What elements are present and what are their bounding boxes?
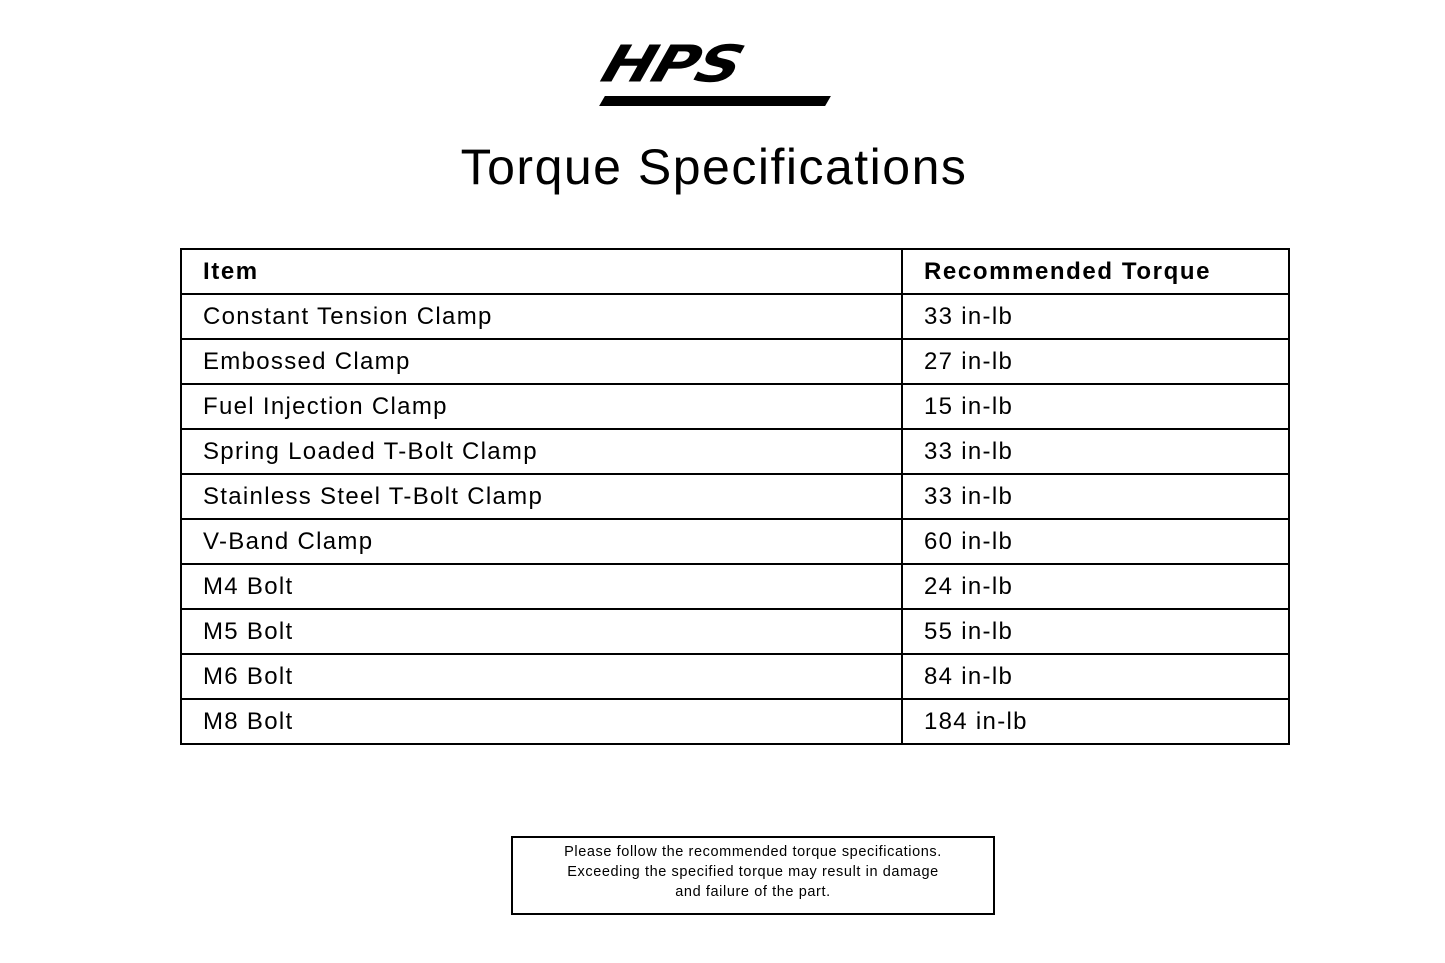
table-row: Stainless Steel T-Bolt Clamp 33 in-lb <box>180 473 1290 520</box>
table-row: M5 Bolt 55 in-lb <box>180 608 1290 655</box>
item-cell: Embossed Clamp <box>180 338 903 385</box>
item-cell: M5 Bolt <box>180 608 903 655</box>
torque-cell: 27 in-lb <box>901 338 1290 385</box>
torque-cell: 184 in-lb <box>901 698 1290 745</box>
note-line: Exceeding the specified torque may resul… <box>567 864 939 880</box>
table-row: V-Band Clamp 60 in-lb <box>180 518 1290 565</box>
logo-text: HPS <box>594 34 750 94</box>
torque-cell: 55 in-lb <box>901 608 1290 655</box>
item-cell: M4 Bolt <box>180 563 903 610</box>
torque-cell: 84 in-lb <box>901 653 1290 700</box>
table-row: Spring Loaded T-Bolt Clamp 33 in-lb <box>180 428 1290 475</box>
page-title: Torque Specifications <box>460 139 968 195</box>
item-cell: Fuel Injection Clamp <box>180 383 903 430</box>
item-cell: Stainless Steel T-Bolt Clamp <box>180 473 903 520</box>
table-row: Constant Tension Clamp 33 in-lb <box>180 293 1290 340</box>
table-row: M6 Bolt 84 in-lb <box>180 653 1290 700</box>
torque-cell: 24 in-lb <box>901 563 1290 610</box>
torque-cell: 60 in-lb <box>901 518 1290 565</box>
note-line: Please follow the recommended torque spe… <box>564 844 942 860</box>
table-header-row: Item Recommended Torque <box>180 248 1290 295</box>
table-row: Fuel Injection Clamp 15 in-lb <box>180 383 1290 430</box>
header-torque: Recommended Torque <box>901 248 1290 295</box>
table-row: Embossed Clamp 27 in-lb <box>180 338 1290 385</box>
table-row: M8 Bolt 184 in-lb <box>180 698 1290 745</box>
torque-cell: 15 in-lb <box>901 383 1290 430</box>
torque-cell: 33 in-lb <box>901 473 1290 520</box>
hps-logo: HPS <box>595 34 845 108</box>
torque-table: Item Recommended Torque Constant Tension… <box>180 248 1290 745</box>
item-cell: M6 Bolt <box>180 653 903 700</box>
note-line: and failure of the part. <box>675 884 831 900</box>
logo-swoosh <box>599 96 831 106</box>
item-cell: Constant Tension Clamp <box>180 293 903 340</box>
table-row: M4 Bolt 24 in-lb <box>180 563 1290 610</box>
item-cell: Spring Loaded T-Bolt Clamp <box>180 428 903 475</box>
header-item: Item <box>180 248 903 295</box>
item-cell: V-Band Clamp <box>180 518 903 565</box>
torque-cell: 33 in-lb <box>901 428 1290 475</box>
torque-cell: 33 in-lb <box>901 293 1290 340</box>
item-cell: M8 Bolt <box>180 698 903 745</box>
warning-note: Please follow the recommended torque spe… <box>511 836 995 915</box>
